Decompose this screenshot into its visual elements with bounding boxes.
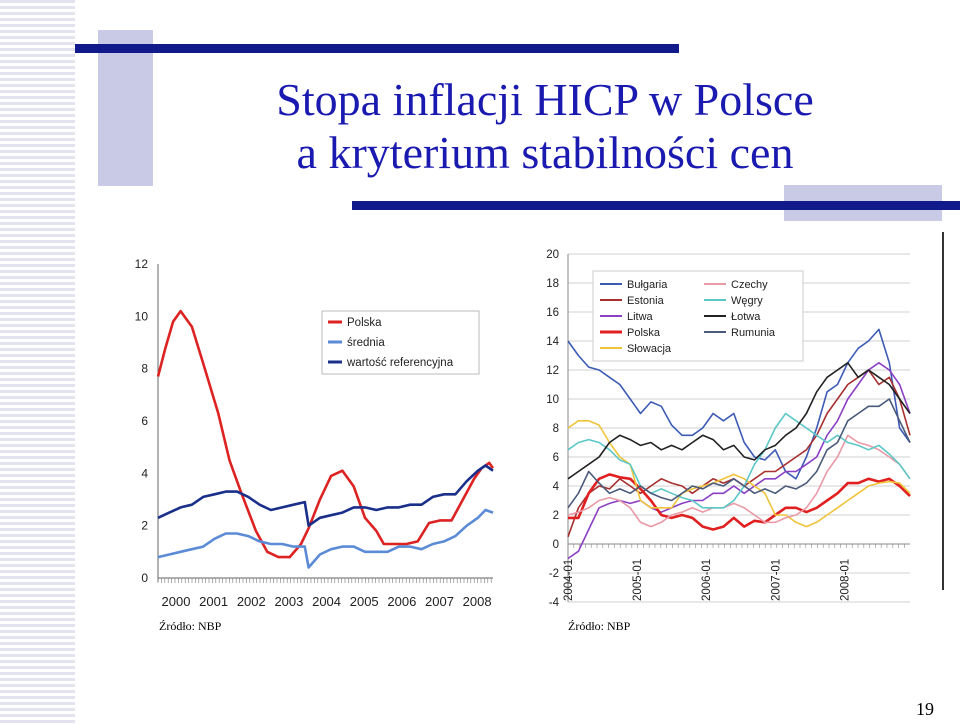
- page-number: 19: [916, 699, 934, 719]
- y-tick-label: 0: [141, 571, 148, 585]
- legend-box: [321, 310, 480, 375]
- series-line-estonia: [567, 369, 911, 538]
- y-tick-label: 10: [135, 309, 149, 323]
- page-title-line1: Stopa inflacji HICP w Polsce: [276, 74, 814, 125]
- page-title-line2: a kryterium stabilności cen: [296, 127, 794, 178]
- legend-box: [592, 270, 804, 362]
- legend-label: Czechy: [731, 279, 768, 291]
- y-tick-label: 0: [553, 539, 559, 551]
- x-tick-label: 2008: [463, 594, 492, 609]
- x-tick-label: 2004-01: [563, 559, 575, 601]
- y-tick-label: 16: [546, 307, 559, 319]
- y-tick-label: -4: [549, 597, 560, 609]
- y-tick-label: 18: [546, 278, 559, 290]
- x-tick-label: 2005-01: [632, 559, 644, 601]
- legend-label: Rumunia: [731, 327, 776, 339]
- x-tick-label: 2006: [387, 594, 416, 609]
- y-tick-label: 4: [141, 466, 148, 480]
- y-tick-label: 20: [546, 249, 559, 261]
- y-tick-label: 6: [553, 452, 559, 464]
- x-tick-label: 2000: [162, 594, 191, 609]
- legend-label: Łotwa: [731, 311, 761, 323]
- x-tick-label: 2003: [274, 594, 303, 609]
- x-tick-label: 2004: [312, 594, 341, 609]
- decorative-bar-top: [75, 44, 679, 53]
- x-tick-label: 2001: [199, 594, 228, 609]
- series-line-wartość-referencyjna: [157, 464, 494, 528]
- series-line-polska: [156, 309, 495, 559]
- y-tick-label: 2: [141, 519, 148, 533]
- legend: Bułgaria Estonia Litwa Polska Słowacja Czechy…: [592, 270, 804, 362]
- y-tick-label: -2: [549, 568, 559, 580]
- series-line-czechy: [567, 434, 911, 528]
- series-line-słowacja: [567, 419, 911, 528]
- y-tick-label: 12: [135, 257, 149, 271]
- series-line-średnia: [157, 508, 494, 569]
- source-right: Źródło: NBP: [568, 619, 631, 633]
- series-line-bułgaria: [567, 328, 911, 480]
- decorative-bar-bottom: [352, 201, 960, 210]
- y-tick-label: 6: [141, 414, 148, 428]
- x-tick-label: 2007-01: [770, 559, 782, 601]
- series-line-rumunia: [567, 398, 911, 509]
- y-tick-label: 12: [546, 365, 559, 377]
- x-tick-label: 2007: [425, 594, 454, 609]
- legend-label: Węgry: [731, 295, 763, 307]
- legend-label: średnia: [347, 337, 385, 349]
- x-tick-label: 2005: [350, 594, 379, 609]
- legend: Polska średnia wartość referencyjna: [321, 310, 480, 375]
- decorative-square-top: [98, 30, 153, 186]
- y-tick-label: 14: [546, 336, 559, 348]
- x-tick-label: 2002: [237, 594, 266, 609]
- legend-label: Litwa: [627, 311, 654, 323]
- series-line-węgry: [567, 412, 911, 509]
- y-tick-label: 4: [553, 481, 560, 493]
- legend-label: wartość referencyjna: [346, 357, 454, 369]
- y-tick-label: 2: [553, 510, 559, 522]
- series-line-litwa: [567, 361, 911, 560]
- x-tick-label: 2008-01: [839, 559, 851, 601]
- legend-label: Estonia: [627, 295, 665, 307]
- decorative-stripes: [0, 0, 75, 725]
- source-left: Źródło: NBP: [159, 619, 222, 633]
- y-tick-label: 10: [546, 394, 559, 406]
- x-tick-label: 2006-01: [701, 559, 713, 601]
- legend-label: Polska: [627, 327, 661, 339]
- legend-label: Słowacja: [627, 343, 672, 355]
- legend-label: Polska: [347, 317, 382, 329]
- series-line-polska: [568, 473, 911, 531]
- legend-label: Bułgaria: [627, 279, 668, 291]
- y-tick-label: 8: [553, 423, 559, 435]
- series-line-łotwa: [567, 361, 911, 480]
- y-tick-label: 8: [141, 362, 148, 376]
- divider-line: [942, 232, 944, 590]
